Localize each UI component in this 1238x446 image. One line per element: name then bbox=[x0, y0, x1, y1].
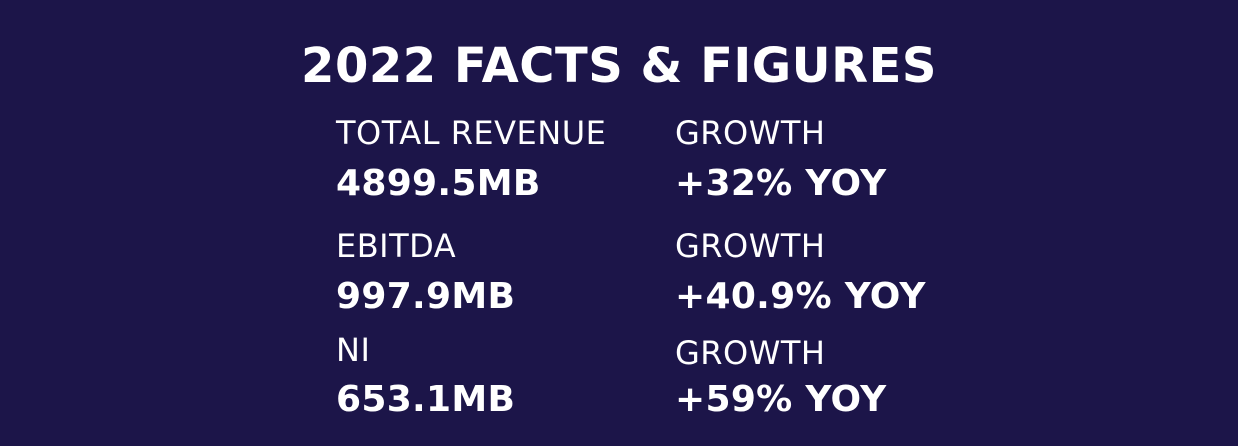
growth-label-total-revenue: GROWTH bbox=[675, 114, 826, 152]
page-title: 2022 FACTS & FIGURES bbox=[301, 38, 937, 94]
metric-value-ebitda: 997.9MB bbox=[336, 276, 516, 317]
growth-label-ni: GROWTH bbox=[675, 334, 826, 372]
growth-label-ebitda: GROWTH bbox=[675, 227, 826, 265]
metric-value-ni: 653.1MB bbox=[336, 379, 516, 420]
growth-value-ebitda: +40.9% YOY bbox=[675, 276, 926, 317]
metric-label-total-revenue: TOTAL REVENUE bbox=[336, 114, 607, 152]
growth-value-ni: +59% YOY bbox=[675, 379, 887, 420]
metric-value-total-revenue: 4899.5MB bbox=[336, 163, 541, 204]
metric-label-ni: NI bbox=[336, 331, 371, 369]
growth-value-total-revenue: +32% YOY bbox=[675, 163, 887, 204]
metric-label-ebitda: EBITDA bbox=[336, 227, 457, 265]
